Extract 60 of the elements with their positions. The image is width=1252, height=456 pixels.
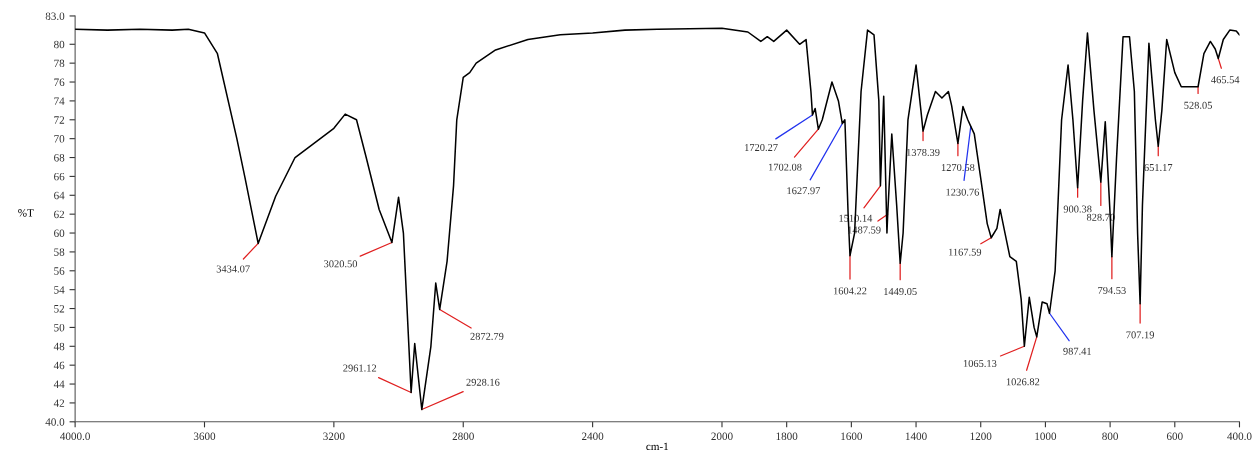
annotation: 707.19 [1126, 331, 1155, 339]
x-tick-label: 2000 [711, 432, 733, 441]
annotation: 1167.59 [949, 248, 982, 256]
y-tick-label: 42 [53, 399, 65, 407]
x-tick-label: 1800 [776, 432, 798, 441]
x-tick-label: 1600 [841, 432, 863, 441]
line-series [75, 27, 1240, 411]
annotation: 2961.12 [343, 364, 377, 372]
y-tick-label: 83.0 [45, 12, 65, 20]
x-tick-label: 3600 [193, 432, 216, 441]
annotation: 1378.39 [907, 148, 940, 156]
y-tick-label: 78 [54, 59, 65, 68]
annotation: 1627.97 [787, 187, 821, 195]
y-tick-label: 58 [54, 248, 65, 256]
x-tick-label: 600 [1166, 432, 1183, 441]
annotation: 900.38 [1063, 205, 1092, 213]
annotation: 1230.76 [946, 188, 980, 196]
annotation: 794.53 [1098, 286, 1126, 295]
y-tick-label: 48 [53, 342, 65, 351]
x-tick-label: 2400 [581, 432, 604, 441]
x-tick-label: 1400 [905, 432, 927, 441]
y-tick-label: 62 [54, 210, 65, 219]
y-tick-label: 40.0 [45, 418, 65, 426]
y-tick-label: 46 [53, 361, 65, 370]
x-tick-label: 2800 [452, 432, 474, 441]
y-axis-title: %T [18, 209, 34, 217]
annotation: 1449.05 [884, 287, 917, 296]
y-tick-label: 72 [54, 116, 65, 124]
annotation: 1065.13 [963, 359, 997, 367]
y-tick-label: 50 [54, 323, 65, 332]
y-tick-label: 60 [54, 229, 65, 237]
y-tick-label: 54 [54, 286, 65, 294]
annotation: 987.41 [1063, 347, 1091, 355]
annotation: 465.54 [1211, 76, 1240, 84]
x-tick-label: 800 [1102, 432, 1119, 441]
annotation: 1702.08 [769, 163, 802, 171]
x-tick-label: 1200 [970, 432, 992, 441]
annotation: 3020.50 [324, 260, 358, 268]
annotation: 1026.82 [1006, 378, 1040, 386]
annotation: 528.05 [1184, 101, 1212, 109]
y-tick-label: 44 [53, 380, 65, 388]
annotation: 2872.79 [470, 332, 504, 340]
y-tick-label: 64 [54, 191, 65, 200]
y-tick-label: 52 [54, 305, 65, 313]
y-tick-label: 66 [54, 172, 65, 181]
y-tick-label: 76 [54, 78, 65, 86]
x-axis-title: cm-1 [646, 442, 669, 451]
x-tick-label: 1000 [1035, 432, 1057, 441]
y-tick-label: 74 [54, 97, 65, 105]
y-tick-label: 56 [54, 267, 65, 275]
y-tick-label: 68 [54, 154, 65, 162]
x-tick-label: 400.0 [1227, 432, 1252, 441]
y-tick-label: 70 [54, 135, 65, 143]
annotation: 1604.22 [833, 287, 867, 295]
y-tick-label: 80 [54, 40, 65, 49]
annotation: 2928.16 [466, 378, 500, 386]
annotation: 3434.07 [216, 265, 250, 273]
x-tick-label: 3200 [323, 432, 345, 441]
x-tick-label: 4000.0 [60, 432, 90, 441]
annotation: 1720.27 [745, 143, 778, 152]
